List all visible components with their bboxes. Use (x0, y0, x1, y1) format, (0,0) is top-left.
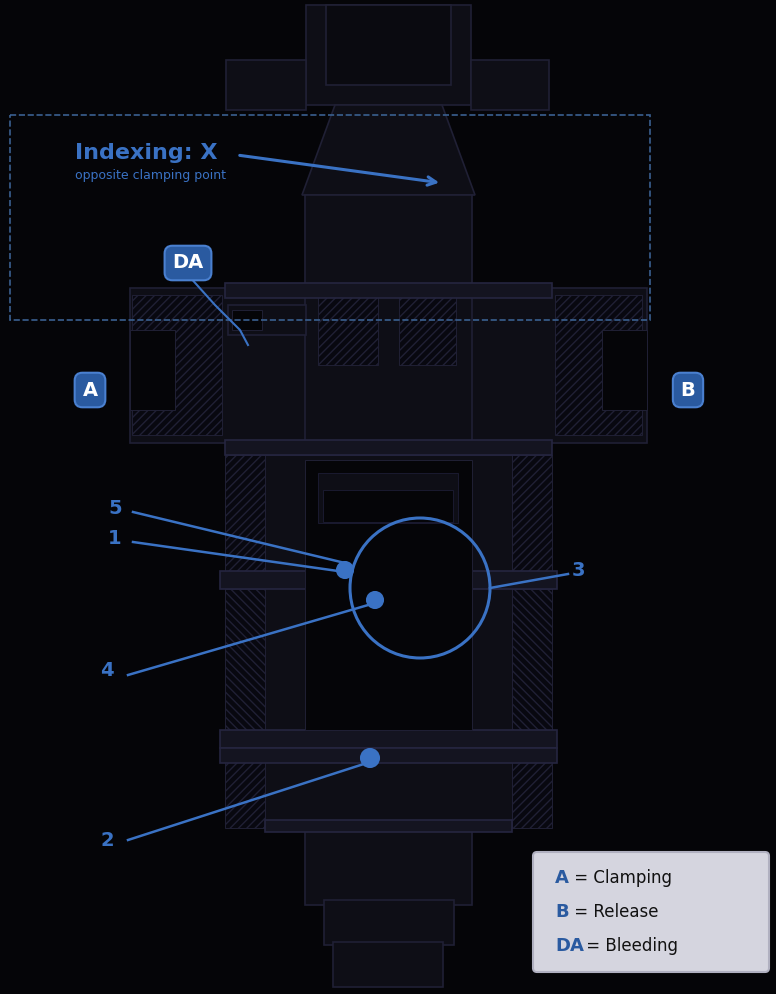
Text: opposite clamping point: opposite clamping point (75, 169, 226, 182)
Polygon shape (302, 105, 475, 195)
Text: = Clamping: = Clamping (569, 869, 672, 887)
Bar (305, 825, 472, 905)
Bar (471, 60, 549, 110)
Bar (452, 288, 647, 443)
FancyBboxPatch shape (533, 852, 769, 972)
Bar (318, 295, 378, 365)
Bar (305, 195, 472, 443)
Bar (220, 571, 557, 589)
Bar (220, 748, 557, 763)
Bar (232, 310, 262, 330)
Text: 2: 2 (100, 831, 113, 850)
Text: 1: 1 (108, 529, 122, 548)
Bar (263, 455, 513, 825)
Circle shape (367, 592, 383, 608)
Bar (132, 295, 222, 435)
Text: Indexing: X: Indexing: X (75, 143, 217, 163)
Text: 4: 4 (100, 660, 113, 680)
Text: DA: DA (555, 937, 584, 955)
Text: = Release: = Release (569, 903, 659, 921)
Text: B: B (555, 903, 569, 921)
Bar (225, 748, 265, 828)
Bar (318, 473, 458, 523)
Bar (399, 295, 456, 365)
Bar (226, 60, 306, 110)
Circle shape (361, 749, 379, 767)
Text: = Bleeding: = Bleeding (581, 937, 678, 955)
Bar (326, 5, 451, 85)
Bar (512, 455, 552, 575)
Bar (225, 440, 552, 455)
Bar (512, 748, 552, 828)
Bar (512, 589, 552, 731)
Bar (225, 589, 265, 731)
Bar (130, 288, 325, 443)
Bar (220, 730, 557, 748)
Bar (306, 5, 471, 105)
Text: A: A (555, 869, 569, 887)
Text: A: A (82, 381, 98, 400)
Bar (228, 305, 306, 335)
Bar (602, 330, 647, 410)
Bar (323, 490, 453, 522)
Bar (305, 460, 472, 730)
Bar (555, 295, 642, 435)
Bar (333, 942, 443, 987)
Bar (324, 900, 454, 945)
Circle shape (337, 562, 353, 578)
Bar (225, 455, 265, 575)
Bar (130, 330, 175, 410)
Text: B: B (681, 381, 695, 400)
Text: 3: 3 (572, 561, 586, 580)
Text: DA: DA (172, 253, 203, 272)
Bar (225, 283, 552, 298)
Text: 5: 5 (108, 499, 122, 518)
Bar (265, 820, 512, 832)
Bar (10, 115, 650, 320)
